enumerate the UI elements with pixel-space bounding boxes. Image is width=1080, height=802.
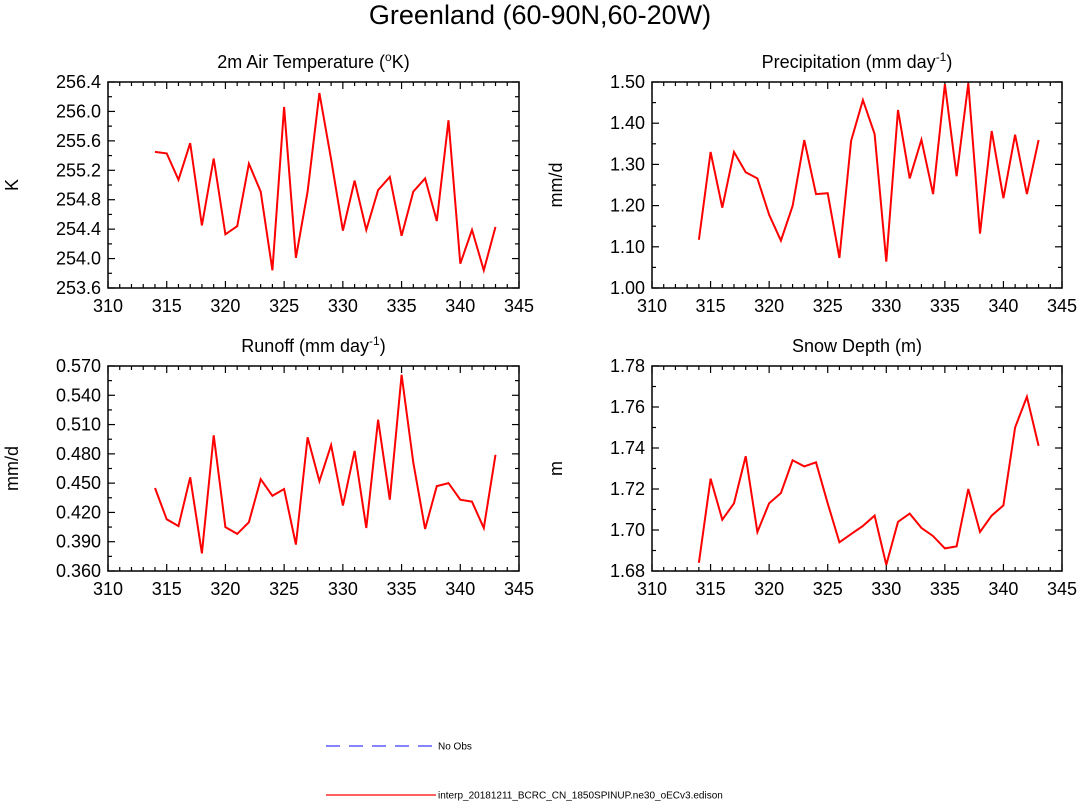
snow-depth-title: Snow Depth (m) [792,336,922,356]
snow-depth-x-tick-label: 340 [988,579,1018,599]
snow-depth-plot-frame [651,365,1063,572]
snow-depth-x-tick-label: 310 [637,579,667,599]
runoff-y-tick-label: 0.480 [56,444,101,464]
precipitation-x-tick-label: 345 [1047,296,1077,316]
panel-snow-depth: Snow Depth (m) 310 315 320 325 330 335 340 345 1.… [546,336,1077,599]
runoff-x-tick-label: 335 [387,579,417,599]
temperature-x-tick-label: 325 [269,296,299,316]
runoff-x-tick-label: 340 [445,579,475,599]
snow-depth-y-tick-label: 1.72 [610,479,645,499]
panel-runoff: Runoff (mm day-1) 310 315 320 325 330 335 340 34… [2,334,534,599]
temperature-title-end: K) [392,52,410,72]
runoff-y-tick-label: 0.390 [56,532,101,552]
runoff-title-superscript: -1 [369,334,380,348]
precipitation-title-main: Precipitation (mm day [762,52,936,72]
runoff-title-main: Runoff (mm day [241,336,369,356]
snow-depth-y-tick-label: 1.74 [610,438,645,458]
temperature-x-tick-label: 320 [210,296,240,316]
temperature-y-tick-label: 254.8 [56,190,101,210]
precipitation-x-tick-label: 335 [930,296,960,316]
snow-depth-x-tick-label: 315 [696,579,726,599]
temperature-y-tick-label: 255.6 [56,131,101,151]
precipitation-y-tick-label: 1.20 [610,196,645,216]
snow-depth-y-tick-label: 1.68 [610,561,645,581]
snow-depth-y-tick-label: 1.70 [610,520,645,540]
snow-depth-title-main: Snow Depth (m) [792,336,922,356]
runoff-y-tick-label: 0.570 [56,356,101,376]
runoff-y-axis-label: mm/d [2,446,22,491]
runoff-x-tick-label: 315 [152,579,182,599]
precipitation-y-tick-label: 1.50 [610,72,645,92]
runoff-title-end: ) [380,336,386,356]
runoff-x-tick-label: 310 [93,579,123,599]
temperature-y-tick-label: 253.6 [56,278,101,298]
temperature-title-superscript: o [385,50,392,64]
precipitation-x-tick-label: 320 [754,296,784,316]
legend-model-label: interp_20181211_BCRC_CN_1850SPINUP.ne30_… [438,791,723,802]
snow-depth-x-tick-label: 325 [813,579,843,599]
snow-depth-y-axis-label: m [546,461,566,476]
temperature-y-tick-label: 256.0 [56,101,101,121]
runoff-y-tick-label: 0.510 [56,415,101,435]
snow-depth-x-tick-label: 345 [1047,579,1077,599]
chart-panels: 2m Air Temperature (oK)310 315 320 325 330 33… [2,50,1077,599]
precipitation-y-tick-label: 1.40 [610,113,645,133]
temperature-x-tick-label: 310 [93,296,123,316]
figure-title: Greenland (60-90N,60-20W) [369,0,711,30]
snow-depth-y-tick-label: 1.76 [610,397,645,417]
precipitation-y-tick-label: 1.00 [610,278,645,298]
precipitation-x-tick-label: 330 [871,296,901,316]
temperature-x-tick-label: 315 [152,296,182,316]
runoff-x-tick-label: 325 [269,579,299,599]
precipitation-x-tick-label: 325 [813,296,843,316]
temperature-x-tick-label: 335 [387,296,417,316]
runoff-series-line [154,374,497,554]
precipitation-title-superscript: -1 [936,50,947,64]
temperature-y-tick-label: 256.4 [56,72,101,92]
runoff-plot-frame [107,365,520,572]
runoff-y-tick-label: 0.450 [56,473,101,493]
runoff-y-tick-label: 0.420 [56,502,101,522]
temperature-y-tick-label: 254.0 [56,249,101,269]
temperature-title-main: 2m Air Temperature ( [217,52,385,72]
temperature-y-axis-label: K [2,179,22,191]
snow-depth-x-tick-label: 335 [930,579,960,599]
runoff-y-tick-label: 0.540 [56,385,101,405]
precipitation-series-line [697,83,1040,262]
temperature-x-tick-label: 330 [328,296,358,316]
precipitation-y-tick-label: 1.30 [610,154,645,174]
precipitation-y-axis-label: mm/d [546,163,566,208]
runoff-x-tick-label: 320 [210,579,240,599]
temperature-series-line [154,92,497,274]
temperature-title: 2m Air Temperature (oK) [217,50,409,72]
snow-depth-x-tick-label: 320 [754,579,784,599]
temperature-x-tick-label: 345 [504,296,534,316]
snow-depth-x-tick-label: 330 [871,579,901,599]
snow-depth-series-line [697,393,1040,566]
runoff-x-tick-label: 330 [328,579,358,599]
panel-temperature: 2m Air Temperature (oK) 310 315 320 325 330 33… [2,50,534,316]
precipitation-x-tick-label: 315 [696,296,726,316]
runoff-x-tick-label: 345 [504,579,534,599]
temperature-y-tick-label: 255.2 [56,160,101,180]
precipitation-title: Precipitation (mm day-1) [762,50,953,72]
precipitation-x-tick-label: 310 [637,296,667,316]
legend-obs-label: No Obs [438,742,472,753]
temperature-x-tick-label: 340 [445,296,475,316]
runoff-y-tick-label: 0.360 [56,561,101,581]
temperature-plot-frame [107,81,520,289]
precipitation-y-tick-label: 1.10 [610,237,645,257]
panel-precipitation: Precipitation (mm day-1) 310 315 320 325 330 3… [546,50,1077,316]
precipitation-x-tick-label: 340 [988,296,1018,316]
runoff-title: Runoff (mm day-1) [241,334,385,356]
legend: No Obs interp_20181211_BCRC_CN_1850SPINU… [326,742,723,802]
snow-depth-y-tick-label: 1.78 [610,356,645,376]
precipitation-title-end: ) [946,52,952,72]
temperature-y-tick-label: 254.4 [56,219,101,239]
